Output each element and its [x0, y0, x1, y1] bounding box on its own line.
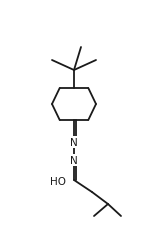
Text: N: N: [70, 155, 78, 165]
Text: N: N: [70, 137, 78, 147]
Text: HO: HO: [50, 176, 66, 186]
